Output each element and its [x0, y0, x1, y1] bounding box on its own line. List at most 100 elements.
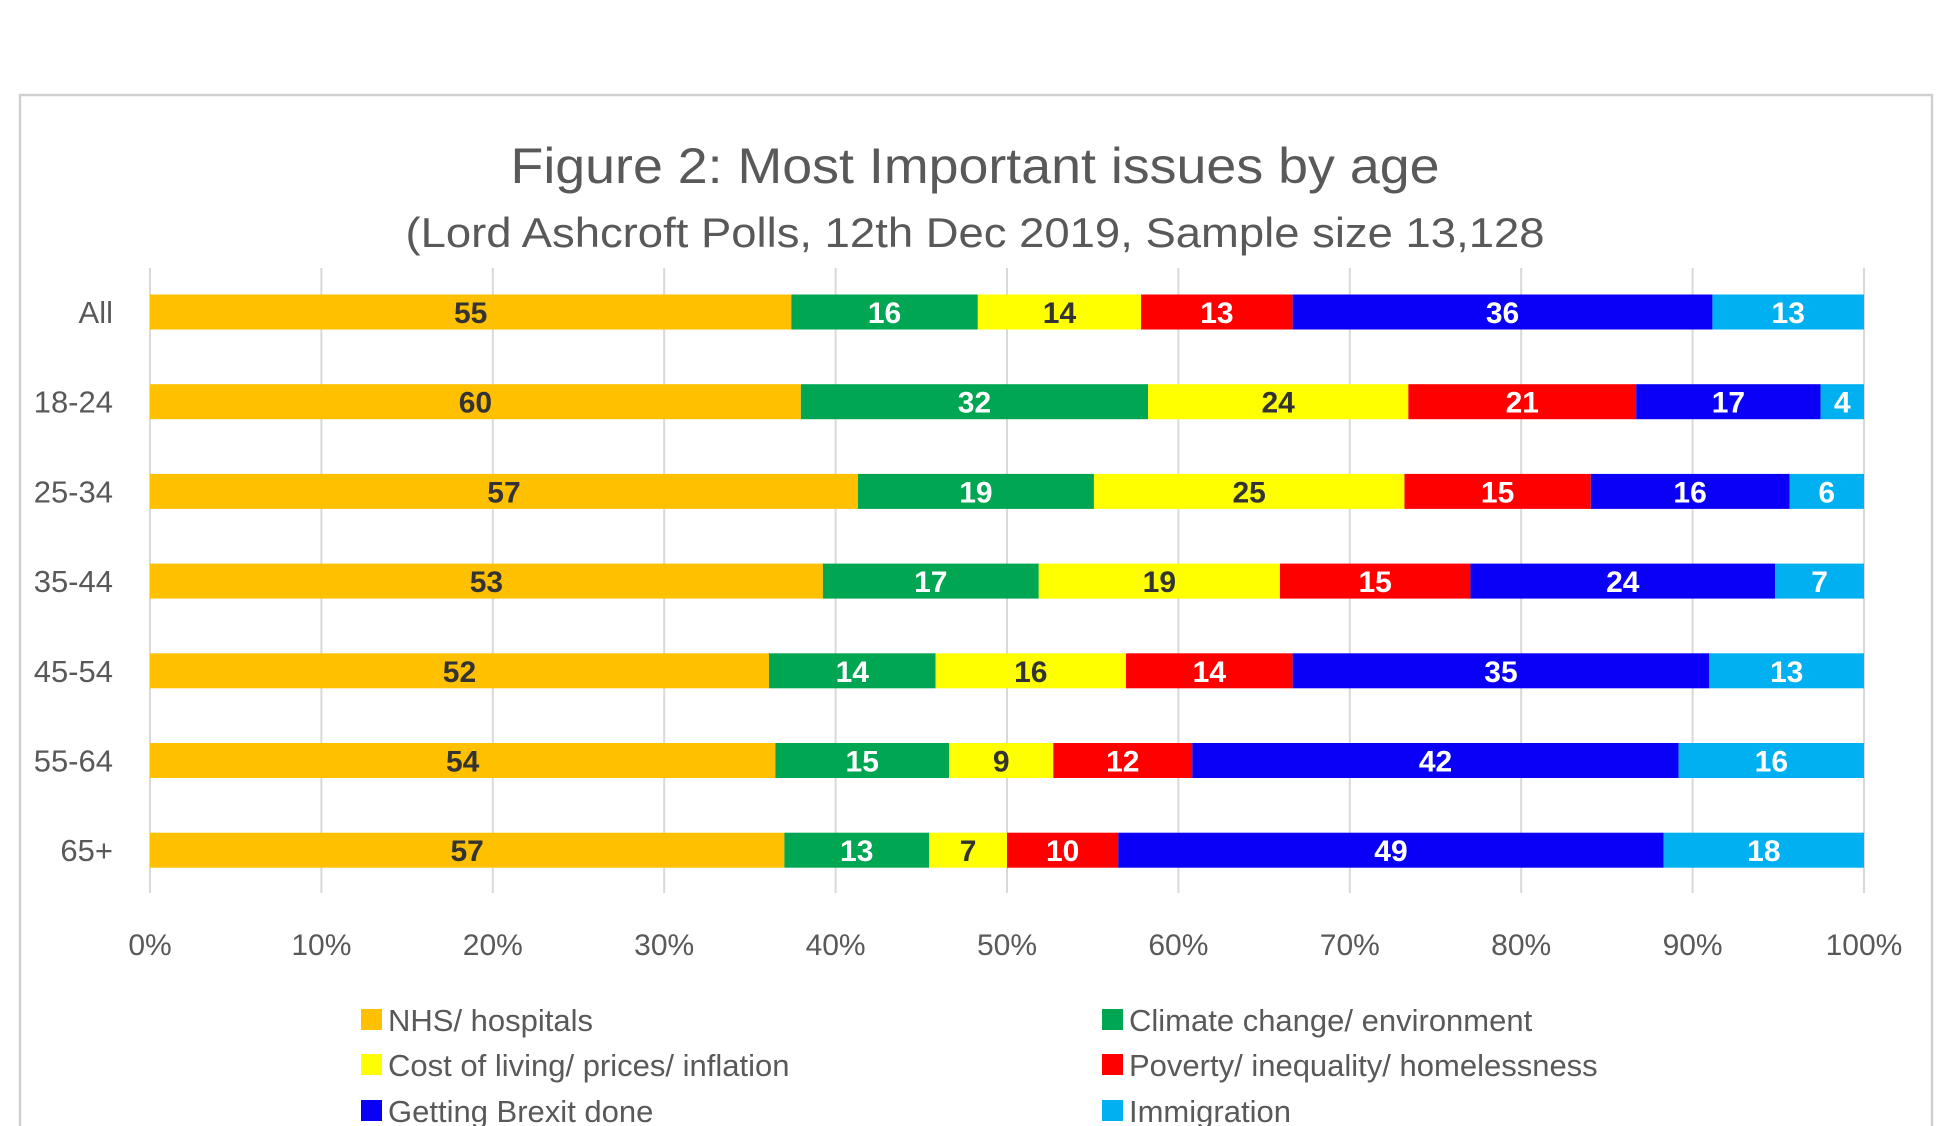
legend-swatch	[1102, 1009, 1123, 1030]
bar-segment	[150, 653, 769, 689]
data-label: 36	[1486, 297, 1519, 330]
legend-item: Immigration	[1102, 1094, 1291, 1126]
data-label: 15	[846, 746, 879, 779]
x-tick-label: 10%	[291, 929, 351, 962]
data-label: 52	[443, 656, 476, 689]
bar-segment	[857, 473, 1094, 509]
bar-segment	[1148, 384, 1409, 420]
category-label: 25-34	[34, 474, 113, 509]
bar-segment	[150, 384, 801, 420]
data-label: 17	[914, 566, 947, 599]
x-tick-label: 50%	[977, 929, 1037, 962]
data-label: 14	[1043, 297, 1077, 330]
x-tick-label: 30%	[634, 929, 694, 962]
legend-label: Cost of living/ prices/ inflation	[388, 1048, 789, 1083]
bar-segment	[1118, 832, 1664, 868]
x-tick-label: 70%	[1320, 929, 1380, 962]
data-label: 9	[993, 746, 1010, 779]
data-label: 32	[958, 387, 991, 420]
bar-row: 55 16 14 13 36 13	[150, 294, 1864, 330]
bar-segment	[949, 743, 1054, 778]
data-label: 12	[1106, 746, 1139, 779]
x-tick-label: 40%	[806, 929, 866, 962]
data-label: 14	[836, 656, 870, 689]
bar-segment	[150, 743, 776, 778]
bar-segment	[1404, 473, 1591, 509]
bar-segment	[784, 832, 930, 868]
category-label: All	[79, 295, 113, 330]
bar-segment	[822, 563, 1039, 599]
data-label: 24	[1606, 566, 1640, 599]
bar-segment	[1789, 473, 1864, 509]
bar-segment	[1053, 743, 1193, 778]
bar-segment	[1007, 832, 1119, 868]
legend-label: Poverty/ inequality/ homelessness	[1129, 1048, 1598, 1083]
bar-segment	[791, 294, 978, 330]
bar-segment	[1192, 743, 1679, 778]
data-label: 7	[960, 835, 977, 868]
chart-title: Figure 2: Most Important issues by age	[511, 138, 1440, 194]
x-tick-label: 80%	[1491, 929, 1551, 962]
legend-label: Immigration	[1129, 1094, 1291, 1126]
data-label: 18	[1747, 835, 1780, 868]
data-label: 57	[451, 835, 484, 868]
legend-item: Poverty/ inequality/ homelessness	[1102, 1048, 1598, 1083]
data-label: 19	[1143, 566, 1176, 599]
data-label: 14	[1193, 656, 1227, 689]
bar-segment	[1775, 563, 1864, 599]
data-label: 13	[1770, 656, 1803, 689]
data-label: 60	[459, 387, 492, 420]
data-label: 16	[1673, 476, 1706, 509]
bar-row: 57 19 25 15 16 6	[150, 473, 1864, 509]
category-label: 55-64	[34, 744, 113, 779]
data-label: 15	[1481, 476, 1514, 509]
bar-segment	[1590, 473, 1790, 509]
x-tick-label: 100%	[1826, 929, 1903, 962]
legend-swatch	[1102, 1054, 1123, 1075]
bar-row: 54 15 9 12 42 16	[150, 743, 1864, 779]
legend-label: NHS/ hospitals	[388, 1003, 593, 1038]
bar-segment	[1712, 294, 1864, 330]
chart-frame	[18, 93, 1934, 1126]
legend-item: Getting Brexit done	[361, 1094, 653, 1126]
bar-segment	[1470, 563, 1776, 599]
bar-segment	[150, 563, 823, 599]
legend-swatch	[361, 1054, 382, 1075]
data-label: 55	[454, 297, 487, 330]
bar-row: 57 13 7 10 49 18	[150, 832, 1864, 868]
legend-swatch	[361, 1100, 382, 1121]
bar-segment	[929, 832, 1007, 868]
legend: NHS/ hospitals Climate change/ environmen…	[361, 1003, 1598, 1126]
data-label: 13	[1200, 297, 1233, 330]
bar-segment	[1292, 294, 1713, 330]
legend-swatch	[1102, 1100, 1123, 1121]
data-label: 17	[1712, 387, 1745, 420]
data-label: 4	[1834, 387, 1851, 420]
category-label: 45-54	[34, 654, 113, 689]
data-label: 57	[487, 476, 520, 509]
category-label: 65+	[60, 833, 113, 868]
data-label: 35	[1484, 656, 1517, 689]
bar-segment	[1141, 294, 1293, 330]
bar-row: 52 14 16 14 35 13	[150, 653, 1864, 689]
bar-segment	[1292, 653, 1710, 689]
data-label: 16	[1014, 656, 1047, 689]
bar-segment	[150, 832, 785, 868]
bar-segment	[800, 384, 1149, 420]
bar-segment	[1820, 384, 1864, 420]
data-label: 16	[1755, 746, 1788, 779]
data-label: 25	[1233, 476, 1266, 509]
data-label: 42	[1419, 746, 1452, 779]
legend-swatch	[361, 1009, 382, 1030]
data-label: 53	[470, 566, 503, 599]
x-tick-label: 90%	[1663, 929, 1723, 962]
bar-segment	[1038, 563, 1280, 599]
bar-segment	[977, 294, 1142, 330]
data-label: 6	[1818, 476, 1835, 509]
data-label: 7	[1811, 566, 1828, 599]
data-label: 24	[1262, 387, 1296, 420]
bar-row: 60 32 24 21 17 4	[150, 384, 1864, 420]
data-label: 54	[446, 746, 480, 779]
legend-item: Climate change/ environment	[1102, 1003, 1533, 1038]
